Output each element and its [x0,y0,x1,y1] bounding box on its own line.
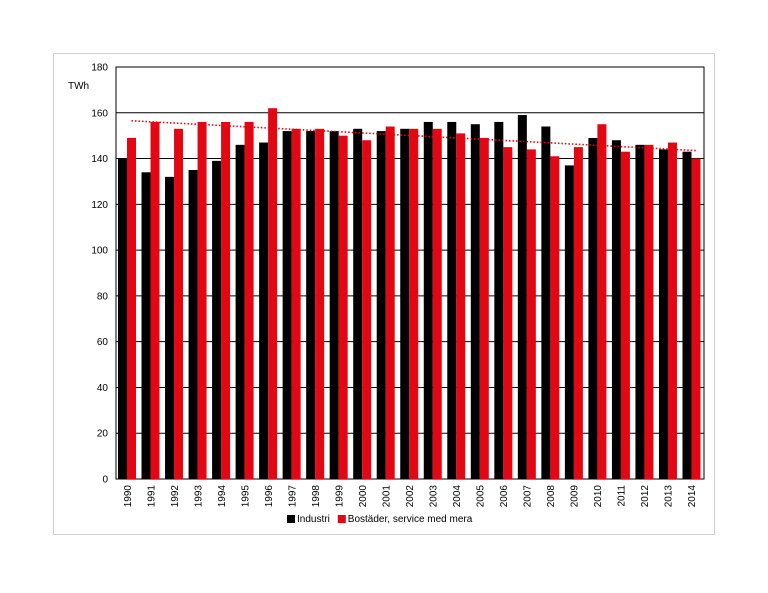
industri-bar-2013 [658,149,668,479]
bostader-bar-1991 [150,121,160,479]
industri-bar-2007 [517,115,527,480]
x-tick-label: 1999 [334,485,345,508]
industri-bar-2000 [353,128,363,480]
x-tick-label: 1997 [287,485,298,508]
bostader-bar-1996 [268,108,278,479]
y-axis: 0 20 40 60 80 100 120 140 160 180 [91,63,108,486]
x-tick-label: 1991 [146,485,157,508]
bostader-bar-1990 [127,137,136,479]
x-tick-label: 1994 [217,485,228,508]
industri-bar-2011 [611,140,621,479]
bostader-bar-2004 [456,133,466,479]
industri-bar-1994 [212,160,222,479]
bostader-bar-2007 [526,149,536,479]
bostader-bar-1999 [338,135,348,479]
legend: Industri Bostäder, service med mera [287,514,473,525]
x-tick-label: 1990 [123,485,134,508]
bostader-bar-2009 [573,147,583,479]
legend-label-bostader: Bostäder, service med mera [348,514,473,525]
bostader-bar-1997 [291,128,301,480]
y-tick-label: 100 [91,246,108,257]
y-tick-label: 120 [91,200,108,211]
y-tick-label: 80 [97,291,109,302]
x-tick-label: 2014 [687,485,698,508]
y-tick-label: 140 [91,154,108,165]
industri-bar-1993 [188,170,198,479]
x-tick-label: 2013 [664,485,675,508]
industri-bar-2002 [400,128,410,480]
x-tick-label: 2012 [640,485,651,508]
x-tick-label: 1992 [170,485,181,508]
x-tick-label: 2004 [452,485,463,508]
x-tick-label: 2008 [546,485,557,508]
industri-bar-1997 [282,131,292,480]
industri-bar-2003 [423,121,433,479]
bostader-bar-1995 [244,121,254,479]
bars [118,108,701,480]
x-tick-label: 2007 [523,485,534,508]
industri-bar-1996 [259,142,269,480]
bostader-bar-1994 [221,121,231,479]
industri-bar-2004 [447,121,457,479]
x-tick-label: 1996 [264,485,275,508]
y-tick-label: 40 [97,383,109,394]
industri-bar-2012 [635,144,645,480]
bostader-bar-2000 [362,140,372,479]
x-tick-label: 2006 [499,485,510,508]
x-tick-label: 2002 [405,485,416,508]
x-tick-label: 2005 [476,485,487,508]
x-tick-label: 1995 [240,485,251,508]
bostader-bar-2002 [409,128,419,480]
bostader-bar-2012 [644,144,654,480]
industri-bar-2014 [682,151,692,479]
industri-bar-2010 [588,137,598,479]
bostader-bar-2003 [432,128,442,480]
industri-bar-2006 [494,121,504,479]
industri-bar-1990 [118,158,127,480]
bostader-bar-2011 [620,151,630,479]
industri-bar-1998 [306,131,316,480]
y-tick-label: 0 [102,475,108,486]
industri-bar-2008 [541,126,551,479]
bostader-bar-2001 [385,126,395,479]
industri-bar-1991 [141,172,151,480]
legend-label-industri: Industri [297,514,330,525]
bostader-bar-2010 [597,124,607,479]
legend-swatch-industri [287,515,295,523]
x-tick-label: 1993 [193,485,204,508]
y-tick-label: 60 [97,337,109,348]
industri-bar-1999 [329,131,339,480]
bostader-bar-2006 [503,147,513,479]
x-tick-label: 2001 [381,485,392,508]
industri-bar-1992 [165,176,175,479]
x-tick-label: 2000 [358,485,369,508]
bostader-bar-2014 [691,158,701,480]
y-tick-label: 160 [91,108,108,119]
bostader-bar-2013 [667,142,677,480]
y-tick-label: 20 [97,429,109,440]
x-tick-label: 2009 [570,485,581,508]
industri-bar-2001 [376,131,386,480]
x-tick-label: 2010 [593,485,604,508]
x-tick-label: 1998 [311,485,322,508]
industri-bar-2005 [470,124,480,479]
y-tick-label: 180 [91,63,108,74]
bostader-bar-1993 [197,121,207,479]
x-tick-label: 2011 [617,485,628,507]
legend-swatch-bostader [337,515,346,523]
bostader-bar-1992 [174,128,184,480]
x-tick-label: 2003 [429,485,440,508]
bostader-bar-1998 [315,128,325,480]
bostader-bar-2005 [479,137,489,479]
industri-bar-2009 [564,165,574,479]
bostader-bar-2008 [550,156,560,479]
x-axis: 1990 1991 1992 1993 1994 1995 1996 1997 1998 1999… [123,485,698,508]
y-unit-label: TWh [68,81,89,92]
industri-bar-1995 [235,144,245,480]
